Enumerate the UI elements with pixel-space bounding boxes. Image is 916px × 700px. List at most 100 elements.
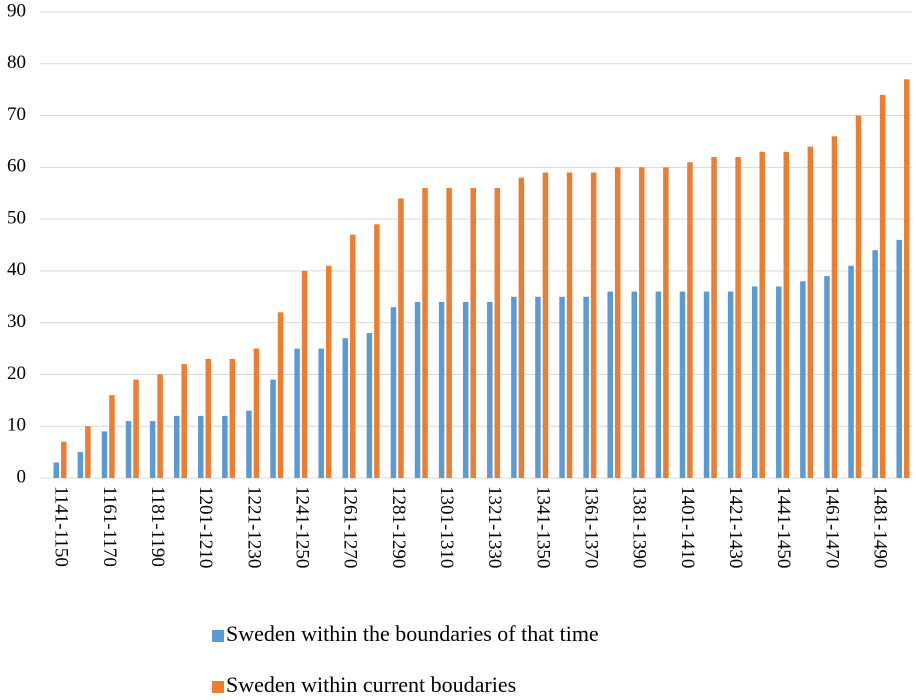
bar xyxy=(53,462,60,478)
bar xyxy=(181,364,187,478)
x-tick-label: 1341-1350 xyxy=(532,486,553,568)
y-tick-label: 40 xyxy=(7,259,26,280)
bar xyxy=(366,333,373,478)
bar xyxy=(783,151,790,479)
bar xyxy=(655,291,662,478)
bar xyxy=(422,188,428,479)
y-tick-label: 50 xyxy=(7,207,26,228)
bar xyxy=(535,296,541,478)
y-tick-label: 70 xyxy=(7,104,26,125)
bar xyxy=(229,358,236,478)
bar xyxy=(687,162,693,478)
y-tick-label: 0 xyxy=(17,466,27,487)
bar xyxy=(414,301,421,478)
bar xyxy=(85,426,91,478)
y-tick-label: 90 xyxy=(7,0,26,21)
bar xyxy=(848,265,854,478)
legend-label: Sweden within current boudaries xyxy=(226,672,516,697)
y-tick-label: 10 xyxy=(7,415,26,436)
bar xyxy=(133,379,139,478)
legend-swatch xyxy=(212,630,224,642)
bar xyxy=(246,410,252,478)
bar xyxy=(824,276,830,478)
y-tick-label: 60 xyxy=(7,156,26,177)
x-tick-label: 1301-1310 xyxy=(436,486,457,568)
bar xyxy=(438,301,445,478)
x-tick-label: 1161-1170 xyxy=(99,486,120,567)
bar xyxy=(470,188,476,479)
bar xyxy=(149,421,156,478)
bar xyxy=(198,415,204,478)
bar xyxy=(800,281,806,478)
bar xyxy=(896,239,902,478)
bar xyxy=(903,79,910,479)
bar xyxy=(776,286,782,478)
x-tick-label: 1441-1450 xyxy=(773,486,794,568)
bar xyxy=(735,156,741,478)
x-tick-label: 1241-1250 xyxy=(292,486,313,568)
bar xyxy=(631,291,638,478)
bar xyxy=(173,415,180,478)
bar xyxy=(157,374,163,478)
x-tick-label: 1141-1150 xyxy=(51,486,72,567)
bar xyxy=(583,296,589,478)
legend-label: Sweden within the boundaries of that tim… xyxy=(226,621,599,646)
bar xyxy=(607,291,613,478)
bar xyxy=(462,301,469,478)
bar xyxy=(711,156,717,478)
bar xyxy=(270,379,276,478)
x-tick-label: 1201-1210 xyxy=(195,486,216,568)
bar xyxy=(277,312,284,478)
bar xyxy=(222,415,228,478)
bar xyxy=(109,395,115,478)
y-tick-label: 30 xyxy=(7,311,26,332)
bar xyxy=(398,198,404,478)
bar xyxy=(566,172,573,478)
x-tick-label: 1321-1330 xyxy=(484,486,505,568)
x-tick-label: 1421-1430 xyxy=(725,486,746,568)
bar xyxy=(253,348,260,478)
bar xyxy=(590,172,597,478)
bar xyxy=(342,338,349,478)
bar xyxy=(751,286,758,478)
bar xyxy=(301,270,308,478)
x-tick-label: 1281-1290 xyxy=(388,486,409,568)
x-tick-label: 1461-1470 xyxy=(821,486,842,568)
bar xyxy=(205,358,212,478)
bar xyxy=(77,452,84,478)
bar xyxy=(374,224,380,478)
bar xyxy=(855,115,862,479)
bar xyxy=(759,151,765,479)
bar xyxy=(318,348,324,478)
bar xyxy=(703,291,710,478)
bar xyxy=(542,172,549,478)
x-tick-label: 1181-1190 xyxy=(147,486,168,567)
bar xyxy=(518,177,525,478)
bar xyxy=(872,250,878,478)
bar xyxy=(614,167,621,479)
bar xyxy=(807,146,814,478)
x-tick-label: 1481-1490 xyxy=(870,486,891,568)
bar xyxy=(679,291,686,478)
x-tick-label: 1221-1230 xyxy=(243,486,264,568)
legend-swatch xyxy=(212,681,224,693)
bar xyxy=(350,234,356,478)
y-tick-label: 80 xyxy=(7,52,26,73)
bar xyxy=(559,296,565,478)
bar xyxy=(390,307,397,478)
bar xyxy=(61,441,67,478)
bar xyxy=(446,188,452,479)
bar xyxy=(879,94,886,478)
bar xyxy=(101,431,108,478)
x-tick-label: 1401-1410 xyxy=(677,486,698,568)
y-tick-label: 20 xyxy=(7,363,26,384)
bar xyxy=(639,167,645,479)
bar xyxy=(663,167,669,479)
bar xyxy=(294,348,300,478)
x-tick-label: 1361-1370 xyxy=(581,486,602,568)
x-tick-label: 1261-1270 xyxy=(340,486,361,568)
bar xyxy=(325,265,332,478)
x-tick-label: 1381-1390 xyxy=(629,486,650,568)
bar xyxy=(727,291,734,478)
